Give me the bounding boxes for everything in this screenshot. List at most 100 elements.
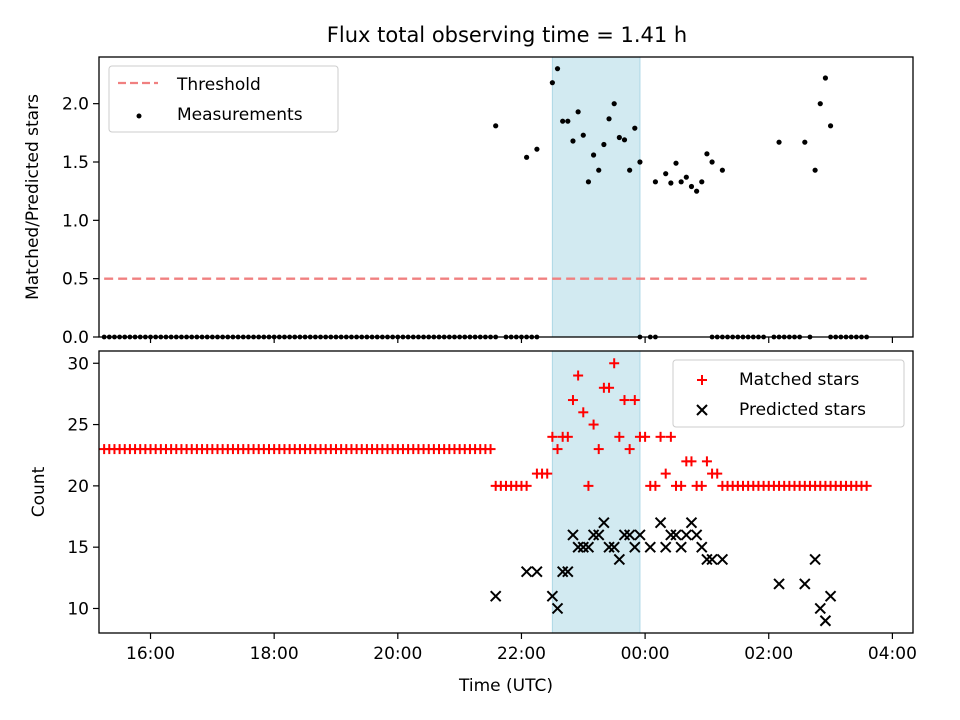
predicted-star-point bbox=[773, 578, 785, 590]
y-tick-label: 20 bbox=[67, 477, 89, 497]
matched-stars-legend-marker bbox=[697, 375, 707, 385]
predicted-star-point bbox=[665, 529, 677, 541]
y-tick-label: 30 bbox=[67, 354, 89, 374]
measurement-point bbox=[580, 132, 586, 138]
y-tick-label: 25 bbox=[67, 416, 89, 436]
measurement-point bbox=[678, 179, 684, 185]
measurement-point bbox=[606, 116, 612, 122]
y-tick: 30 bbox=[67, 354, 99, 374]
measurement-point bbox=[554, 66, 561, 72]
x-tick-label: 20:00 bbox=[373, 644, 422, 664]
observing-window-span bbox=[551, 56, 641, 338]
matched-star-point bbox=[485, 444, 496, 455]
x-tick: 02:00 bbox=[744, 633, 793, 664]
ratio-legend-box bbox=[108, 65, 339, 133]
matched-star-point bbox=[624, 444, 635, 455]
measurement-point bbox=[694, 188, 700, 194]
predicted-star-point bbox=[618, 529, 631, 541]
predicted-star-point bbox=[582, 541, 595, 553]
x-tick: 00:00 bbox=[621, 633, 670, 664]
predicted-star-point bbox=[654, 516, 667, 529]
matched-star-point bbox=[583, 480, 594, 491]
matched-star-point bbox=[701, 456, 712, 467]
measurement-point bbox=[719, 167, 725, 173]
matched-star-point bbox=[521, 480, 532, 491]
y-tick-label: 0.5 bbox=[62, 270, 89, 290]
observing-window-span-rect bbox=[551, 56, 641, 338]
measurement-point bbox=[817, 101, 823, 107]
chart-title: Flux total observing time = 1.41 h bbox=[327, 23, 687, 47]
measurement-point bbox=[596, 167, 602, 173]
measurement-point bbox=[668, 180, 674, 186]
y-tick: 0.0 bbox=[62, 328, 99, 348]
y-tick: 15 bbox=[67, 538, 99, 558]
measurement-point bbox=[534, 146, 540, 152]
predicted-star-point bbox=[489, 590, 502, 602]
y-tick: 20 bbox=[67, 477, 99, 497]
y-tick: 1.0 bbox=[62, 211, 99, 231]
predicted-star-point bbox=[706, 553, 718, 566]
measurement-point bbox=[812, 167, 818, 173]
measurement-point bbox=[688, 183, 695, 190]
measurement-point bbox=[632, 125, 638, 131]
count-y-axis: 10 15 20 25 30 bbox=[67, 354, 99, 619]
predicted-star-point bbox=[623, 529, 636, 541]
measurement-point bbox=[683, 174, 689, 180]
x-tick: 22:00 bbox=[497, 633, 546, 664]
measurement-point bbox=[570, 138, 576, 144]
predicted-star-point bbox=[660, 541, 672, 553]
measurement-point bbox=[663, 171, 669, 177]
measurement-point bbox=[652, 179, 659, 185]
matched-star-point bbox=[676, 480, 687, 491]
matched-star-point bbox=[593, 444, 604, 455]
y-tick-label: 0.0 bbox=[62, 328, 89, 348]
matched-star-point bbox=[696, 480, 707, 491]
predicted-star-point bbox=[567, 529, 579, 541]
count-plot-area bbox=[99, 358, 872, 627]
x-tick-label: 16:00 bbox=[126, 644, 175, 664]
predicted-stars-legend-marker bbox=[696, 404, 708, 416]
predicted-star-point bbox=[824, 590, 837, 602]
measurement-point bbox=[776, 139, 782, 145]
predicted-star-point bbox=[593, 529, 605, 541]
matched-star-point bbox=[552, 444, 563, 455]
matched-star-point bbox=[542, 468, 553, 479]
measurement-point bbox=[616, 134, 622, 141]
y-tick-label: 1.5 bbox=[62, 153, 89, 173]
y-tick-label: 15 bbox=[67, 538, 89, 558]
predicted-star-point bbox=[598, 516, 610, 529]
measurement-point bbox=[565, 118, 571, 124]
matched-star-point bbox=[712, 468, 723, 479]
observing-window-span bbox=[551, 350, 641, 634]
predicted-star-point bbox=[685, 516, 698, 529]
ratio-y-axis: 0.0 0.5 1.0 1.5 2.0 bbox=[62, 95, 99, 348]
measurement-point bbox=[590, 152, 597, 158]
predicted-star-point bbox=[675, 541, 687, 553]
measurement-point bbox=[585, 179, 592, 185]
predicted-star-point bbox=[520, 565, 533, 578]
matched-star-point bbox=[567, 395, 578, 406]
y-tick: 1.5 bbox=[62, 153, 99, 173]
matched-star-point bbox=[604, 382, 615, 393]
predicted-star-point bbox=[809, 553, 821, 566]
measurement-point bbox=[560, 118, 566, 124]
matched-star-point bbox=[660, 468, 671, 479]
matched-stars-legend-label: Matched stars bbox=[739, 370, 859, 390]
measurement-point bbox=[704, 151, 710, 157]
y-tick-label: 1.0 bbox=[62, 211, 89, 231]
ratio-panel: 0.00.51.01.52.0 Matched/Predicted stars … bbox=[23, 56, 914, 348]
predicted-star-point bbox=[551, 602, 564, 615]
count-panel: 10 15 20 25 30 16:00 18:00 20:00 22:00 00:00 02:0… bbox=[29, 350, 917, 696]
predicted-star-point bbox=[690, 529, 703, 541]
y-tick: 0.5 bbox=[62, 270, 99, 290]
measurement-point bbox=[627, 167, 633, 173]
matched-star-point bbox=[655, 431, 666, 442]
predicted-star-point bbox=[531, 565, 543, 578]
measurement-point bbox=[637, 159, 643, 165]
predicted-star-point bbox=[613, 553, 626, 566]
predicted-star-point bbox=[814, 602, 826, 615]
predicted-star-point bbox=[562, 565, 574, 578]
x-tick: 18:00 bbox=[250, 633, 299, 664]
measurement-point bbox=[611, 101, 617, 107]
matched-star-point bbox=[686, 456, 697, 467]
